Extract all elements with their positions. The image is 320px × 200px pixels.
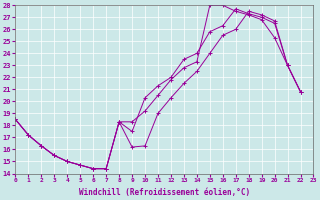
X-axis label: Windchill (Refroidissement éolien,°C): Windchill (Refroidissement éolien,°C): [79, 188, 250, 197]
